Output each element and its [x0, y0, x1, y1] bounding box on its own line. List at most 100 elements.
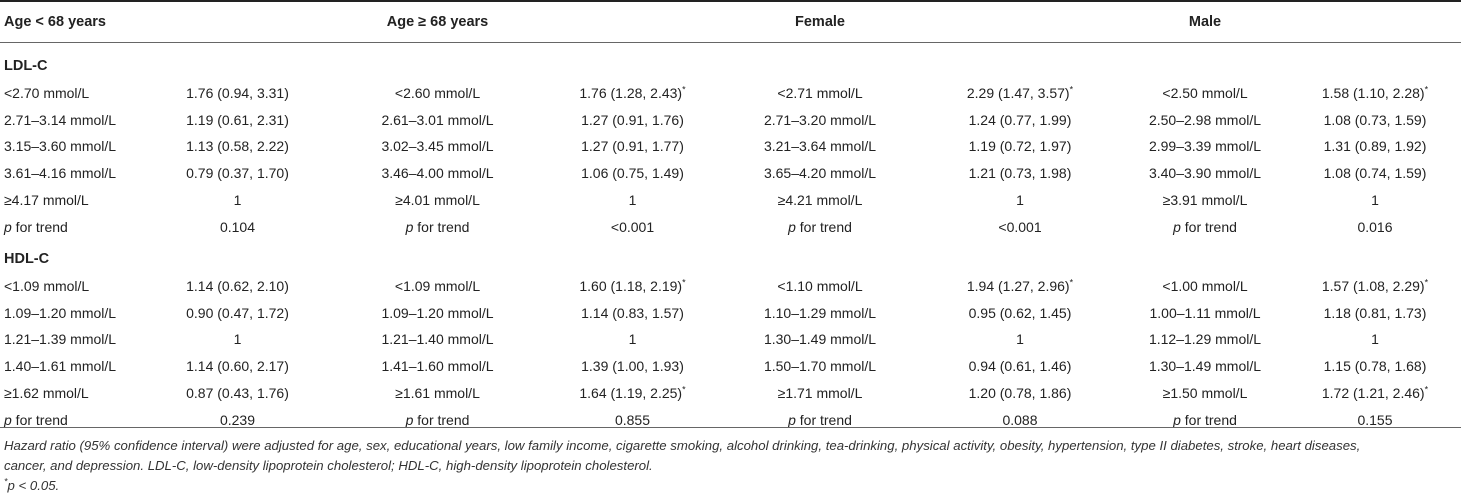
- table-row: 3.61–4.16 mmol/L 0.79 (0.37, 1.70) 3.46–4.…: [0, 160, 1461, 186]
- category-cell: 3.40–3.90 mmol/L: [1148, 165, 1262, 182]
- category-cell: <1.00 mmol/L: [1162, 278, 1248, 294]
- category-cell: ≥4.01 mmol/L: [395, 191, 480, 208]
- hazard-ratio-cell: 1.19 (0.61, 2.31): [186, 111, 289, 128]
- category-cell: 2.99–3.39 mmol/L: [1148, 138, 1262, 155]
- category-cell: <1.10 mmol/L: [777, 278, 863, 294]
- section-header-row: HDL-C: [0, 246, 1461, 272]
- hazard-ratio-cell: 1.06 (0.75, 1.49): [581, 165, 684, 182]
- hazard-ratio-cell: 1.08 (0.74, 1.59): [1323, 165, 1427, 182]
- table-row: 1.21–1.39 mmol/L 1 1.21–1.40 mmol/L 1 1.30–1…: [0, 326, 1461, 352]
- table-top-rule: [0, 0, 1461, 2]
- hazard-ratio-cell: 1.76 (0.94, 3.31): [186, 85, 289, 101]
- hazard-ratio-cell: 1.76 (1.28, 2.43)*: [579, 84, 686, 101]
- category-cell: 3.21–3.64 mmol/L: [763, 138, 877, 155]
- category-cell: 1.30–1.49 mmol/L: [763, 331, 877, 348]
- category-cell: 1.50–1.70 mmol/L: [763, 358, 877, 375]
- header-age-under-68: Age < 68 years: [4, 14, 106, 30]
- table-row: 1.09–1.20 mmol/L 0.90 (0.47, 1.72) 1.09–1.…: [0, 300, 1461, 326]
- category-cell: 3.46–4.00 mmol/L: [381, 165, 494, 182]
- hazard-ratio-cell: 0.79 (0.37, 1.70): [186, 165, 289, 182]
- category-cell: 3.15–3.60 mmol/L: [4, 138, 117, 155]
- category-cell: p for trend: [788, 218, 852, 235]
- hazard-ratio-cell: 1.27 (0.91, 1.77): [581, 138, 684, 155]
- category-cell: 1.09–1.20 mmol/L: [4, 304, 117, 321]
- hazard-ratio-cell: 1: [628, 191, 637, 208]
- category-cell: <2.50 mmol/L: [1162, 85, 1248, 101]
- hazard-ratio-cell: 1.60 (1.18, 2.19)*: [579, 277, 686, 294]
- hazard-ratio-cell: 1.13 (0.58, 2.22): [186, 138, 289, 155]
- table-row: 3.15–3.60 mmol/L 1.13 (0.58, 2.22) 3.02–3.…: [0, 133, 1461, 159]
- category-cell: ≥4.17 mmol/L: [4, 191, 89, 208]
- category-cell: p for trend: [4, 218, 68, 235]
- category-cell: 1.40–1.61 mmol/L: [4, 358, 117, 375]
- table-row: <2.70 mmol/L 1.76 (0.94, 3.31) <2.60 mmol/…: [0, 80, 1461, 106]
- hazard-ratio-cell: 2.29 (1.47, 3.57)*: [966, 84, 1074, 101]
- category-cell: p for trend: [1173, 218, 1237, 235]
- category-cell: ≥4.21 mmol/L: [777, 191, 863, 208]
- hazard-ratio-cell: <0.001: [610, 218, 655, 235]
- footnote-line-1: Hazard ratio (95% confidence interval) w…: [4, 438, 1361, 453]
- category-cell: <2.70 mmol/L: [4, 85, 90, 101]
- hazard-ratio-cell: 0.155: [1357, 411, 1393, 428]
- hazard-ratio-cell: 1: [1016, 191, 1024, 208]
- section-title: LDL-C: [4, 58, 48, 74]
- hazard-ratio-cell: 1.58 (1.10, 2.28)*: [1321, 84, 1429, 101]
- table-row: 1.40–1.61 mmol/L 1.14 (0.60, 2.17) 1.41–1.…: [0, 353, 1461, 379]
- hazard-ratio-cell: 1.20 (0.78, 1.86): [968, 384, 1072, 401]
- table-header-row: Age < 68 years Age ≥ 68 years Female Mal…: [0, 9, 1461, 35]
- hazard-ratio-cell: 1.72 (1.21, 2.46)*: [1321, 384, 1429, 401]
- category-cell: 1.00–1.11 mmol/L: [1149, 304, 1261, 321]
- category-cell: 2.61–3.01 mmol/L: [381, 111, 494, 128]
- category-cell: 3.61–4.16 mmol/L: [4, 165, 117, 182]
- hazard-ratio-cell: 1.14 (0.60, 2.17): [186, 358, 289, 375]
- table-row: 2.71–3.14 mmol/L 1.19 (0.61, 2.31) 2.61–3.…: [0, 107, 1461, 133]
- table-row: p for trend 0.239 p for trend 0.855 p for tr…: [0, 407, 1461, 433]
- category-cell: 1.30–1.49 mmol/L: [1148, 358, 1262, 375]
- hazard-ratio-cell: 1.27 (0.91, 1.76): [581, 111, 684, 128]
- category-cell: 1.21–1.39 mmol/L: [4, 331, 117, 348]
- header-male: Male: [1188, 14, 1222, 30]
- category-cell: p for trend: [405, 411, 470, 428]
- hazard-ratio-cell: 0.088: [1002, 411, 1038, 428]
- category-cell: 3.65–4.20 mmol/L: [763, 165, 877, 182]
- hazard-ratio-cell: 1.08 (0.73, 1.59): [1323, 111, 1427, 128]
- hazard-ratio-cell: 1: [233, 191, 242, 208]
- hazard-ratio-cell: 1.39 (1.00, 1.93): [581, 358, 684, 375]
- hazard-ratio-cell: 1.57 (1.08, 2.29)*: [1321, 277, 1429, 294]
- hazard-ratio-cell: 0.87 (0.43, 1.76): [186, 384, 289, 401]
- category-cell: ≥3.91 mmol/L: [1162, 191, 1248, 208]
- hazard-ratio-cell: 1: [628, 331, 637, 348]
- category-cell: 1.21–1.40 mmol/L: [381, 331, 494, 348]
- footnote: Hazard ratio (95% confidence interval) w…: [4, 436, 1454, 496]
- hazard-ratio-cell: 1.64 (1.19, 2.25)*: [579, 384, 686, 401]
- category-cell: 1.09–1.20 mmol/L: [381, 304, 494, 321]
- section-title: HDL-C: [4, 251, 50, 267]
- category-cell: <2.60 mmol/L: [394, 85, 481, 101]
- category-cell: ≥1.61 mmol/L: [395, 384, 480, 401]
- hazard-ratio-cell: 1.18 (0.81, 1.73): [1323, 304, 1427, 321]
- category-cell: <1.09 mmol/L: [4, 278, 90, 294]
- category-cell: 2.50–2.98 mmol/L: [1148, 111, 1262, 128]
- table-row: ≥4.17 mmol/L 1 ≥4.01 mmol/L 1 ≥4.21 mmol/L 1 ≥…: [0, 187, 1461, 213]
- header-age-68-plus: Age ≥ 68 years: [386, 14, 489, 30]
- hazard-ratio-cell: 1: [233, 331, 242, 348]
- category-cell: p for trend: [1173, 411, 1237, 428]
- hazard-ratio-cell: 0.95 (0.62, 1.45): [968, 304, 1072, 321]
- hazard-ratio-cell: 0.239: [219, 411, 256, 428]
- hazard-ratio-cell: 1.14 (0.83, 1.57): [581, 304, 684, 321]
- header-female: Female: [795, 14, 845, 30]
- hazard-ratio-cell: 1.14 (0.62, 2.10): [186, 278, 289, 294]
- section-header-row: LDL-C: [0, 53, 1461, 79]
- category-cell: 1.12–1.29 mmol/L: [1148, 331, 1262, 348]
- category-cell: <1.09 mmol/L: [394, 278, 481, 294]
- category-cell: p for trend: [788, 411, 852, 428]
- table-row: <1.09 mmol/L 1.14 (0.62, 2.10) <1.09 mmol/…: [0, 273, 1461, 299]
- significance-text: p < 0.05.: [7, 478, 60, 493]
- hazard-ratio-cell: 1.31 (0.89, 1.92): [1323, 138, 1427, 155]
- hazard-ratio-cell: 0.855: [614, 411, 651, 428]
- hazard-ratio-cell: 1: [1016, 331, 1024, 348]
- hazard-ratio-cell: 0.94 (0.61, 1.46): [968, 358, 1072, 375]
- category-cell: 2.71–3.14 mmol/L: [4, 111, 117, 128]
- hazard-ratio-cell: 0.016: [1357, 218, 1393, 235]
- footnote-significance: *p < 0.05.: [4, 476, 1454, 496]
